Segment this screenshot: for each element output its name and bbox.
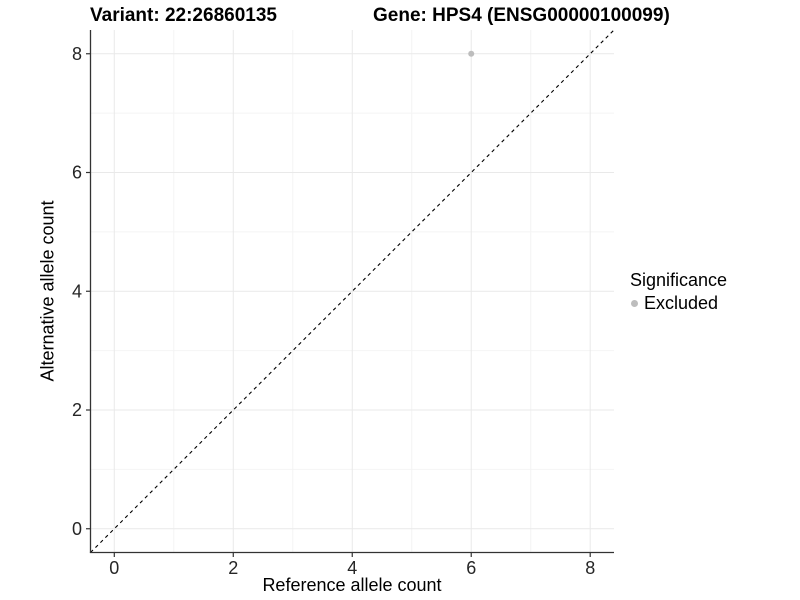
x-tick-label: 6	[466, 558, 476, 578]
dot-icon	[631, 299, 638, 307]
x-axis-title: Reference allele count	[262, 575, 442, 595]
y-tick-label: 4	[72, 281, 82, 301]
plot-title-gene: Gene: HPS4 (ENSG00000100099)	[373, 5, 670, 26]
x-tick-label: 4	[347, 558, 357, 578]
data-point	[468, 50, 475, 57]
y-tick-label: 0	[72, 519, 82, 539]
plot-title-variant: Variant: 22:26860135	[90, 5, 277, 26]
x-tick-label: 8	[585, 558, 595, 578]
y-axis-title: Alternative allele count	[37, 200, 58, 382]
x-tick-label: 0	[109, 558, 119, 578]
y-tick-label: 8	[72, 44, 82, 64]
identity-line	[90, 29, 615, 553]
y-tick-label: 2	[72, 400, 82, 420]
legend-item-label: Excluded	[644, 293, 719, 313]
legend: Significance Excluded	[630, 268, 727, 314]
legend-title: Significance	[630, 270, 728, 290]
legend-item-excluded: Excluded	[630, 292, 727, 314]
y-tick-label: 6	[72, 163, 82, 183]
x-tick-label: 2	[228, 558, 238, 578]
